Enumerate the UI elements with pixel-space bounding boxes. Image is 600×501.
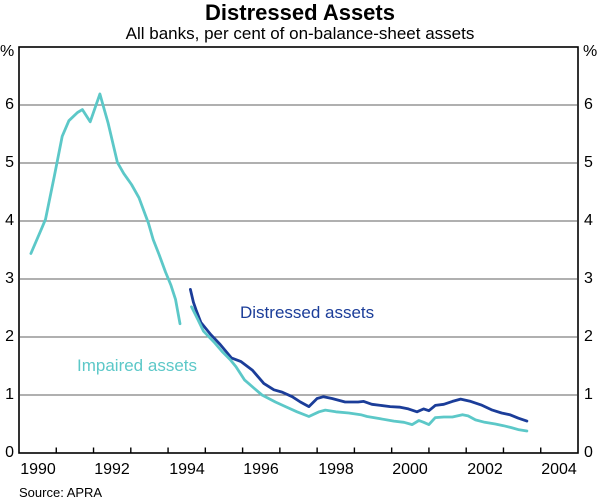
- series-line-impaired-early: [29, 92, 182, 326]
- y-tick-label-right-0: 0: [584, 444, 593, 461]
- x-tick-label-1992: 1992: [94, 461, 130, 478]
- y-tick-label-left-4: 4: [5, 212, 14, 229]
- series-line-impaired: [190, 305, 529, 433]
- y-tick-label-left-5: 5: [5, 154, 14, 171]
- plot-border: [18, 46, 579, 454]
- y-tick-label-left-1: 1: [5, 386, 14, 403]
- y-tick-label-left-2: 2: [5, 328, 14, 345]
- y-tick-label-right-5: 5: [584, 154, 593, 171]
- source-note: Source: APRA: [19, 485, 103, 500]
- chart-subtitle: All banks, per cent of on-balance-sheet …: [125, 24, 475, 43]
- series-label-impaired: Impaired assets: [77, 356, 197, 375]
- x-tick-label-1990: 1990: [20, 461, 56, 478]
- y-tick-label-right-1: 1: [584, 386, 593, 403]
- x-tick-label-1996: 1996: [243, 461, 279, 478]
- x-tick-label-2002: 2002: [467, 461, 503, 478]
- x-tick-label-2000: 2000: [392, 461, 428, 478]
- series-line-distressed: [188, 287, 529, 423]
- y-tick-label-right-6: 6: [584, 96, 593, 113]
- y-tick-label-right-4: 4: [584, 212, 593, 229]
- y-tick-label-right-3: 3: [584, 270, 593, 287]
- chart-title: Distressed Assets: [205, 0, 395, 25]
- y-tick-label-right-2: 2: [584, 328, 593, 345]
- x-tick-label-1998: 1998: [318, 461, 354, 478]
- y-tick-label-left-0: 0: [5, 444, 14, 461]
- series-label-distressed: Distressed assets: [240, 303, 375, 322]
- y-tick-label-left-6: 6: [5, 96, 14, 113]
- y-axis-unit-left: %: [0, 43, 15, 60]
- y-axis-unit-right: %: [583, 43, 598, 60]
- x-tick-label-1994: 1994: [169, 461, 205, 478]
- y-tick-label-left-3: 3: [5, 270, 14, 287]
- x-tick-label-2004: 2004: [541, 461, 577, 478]
